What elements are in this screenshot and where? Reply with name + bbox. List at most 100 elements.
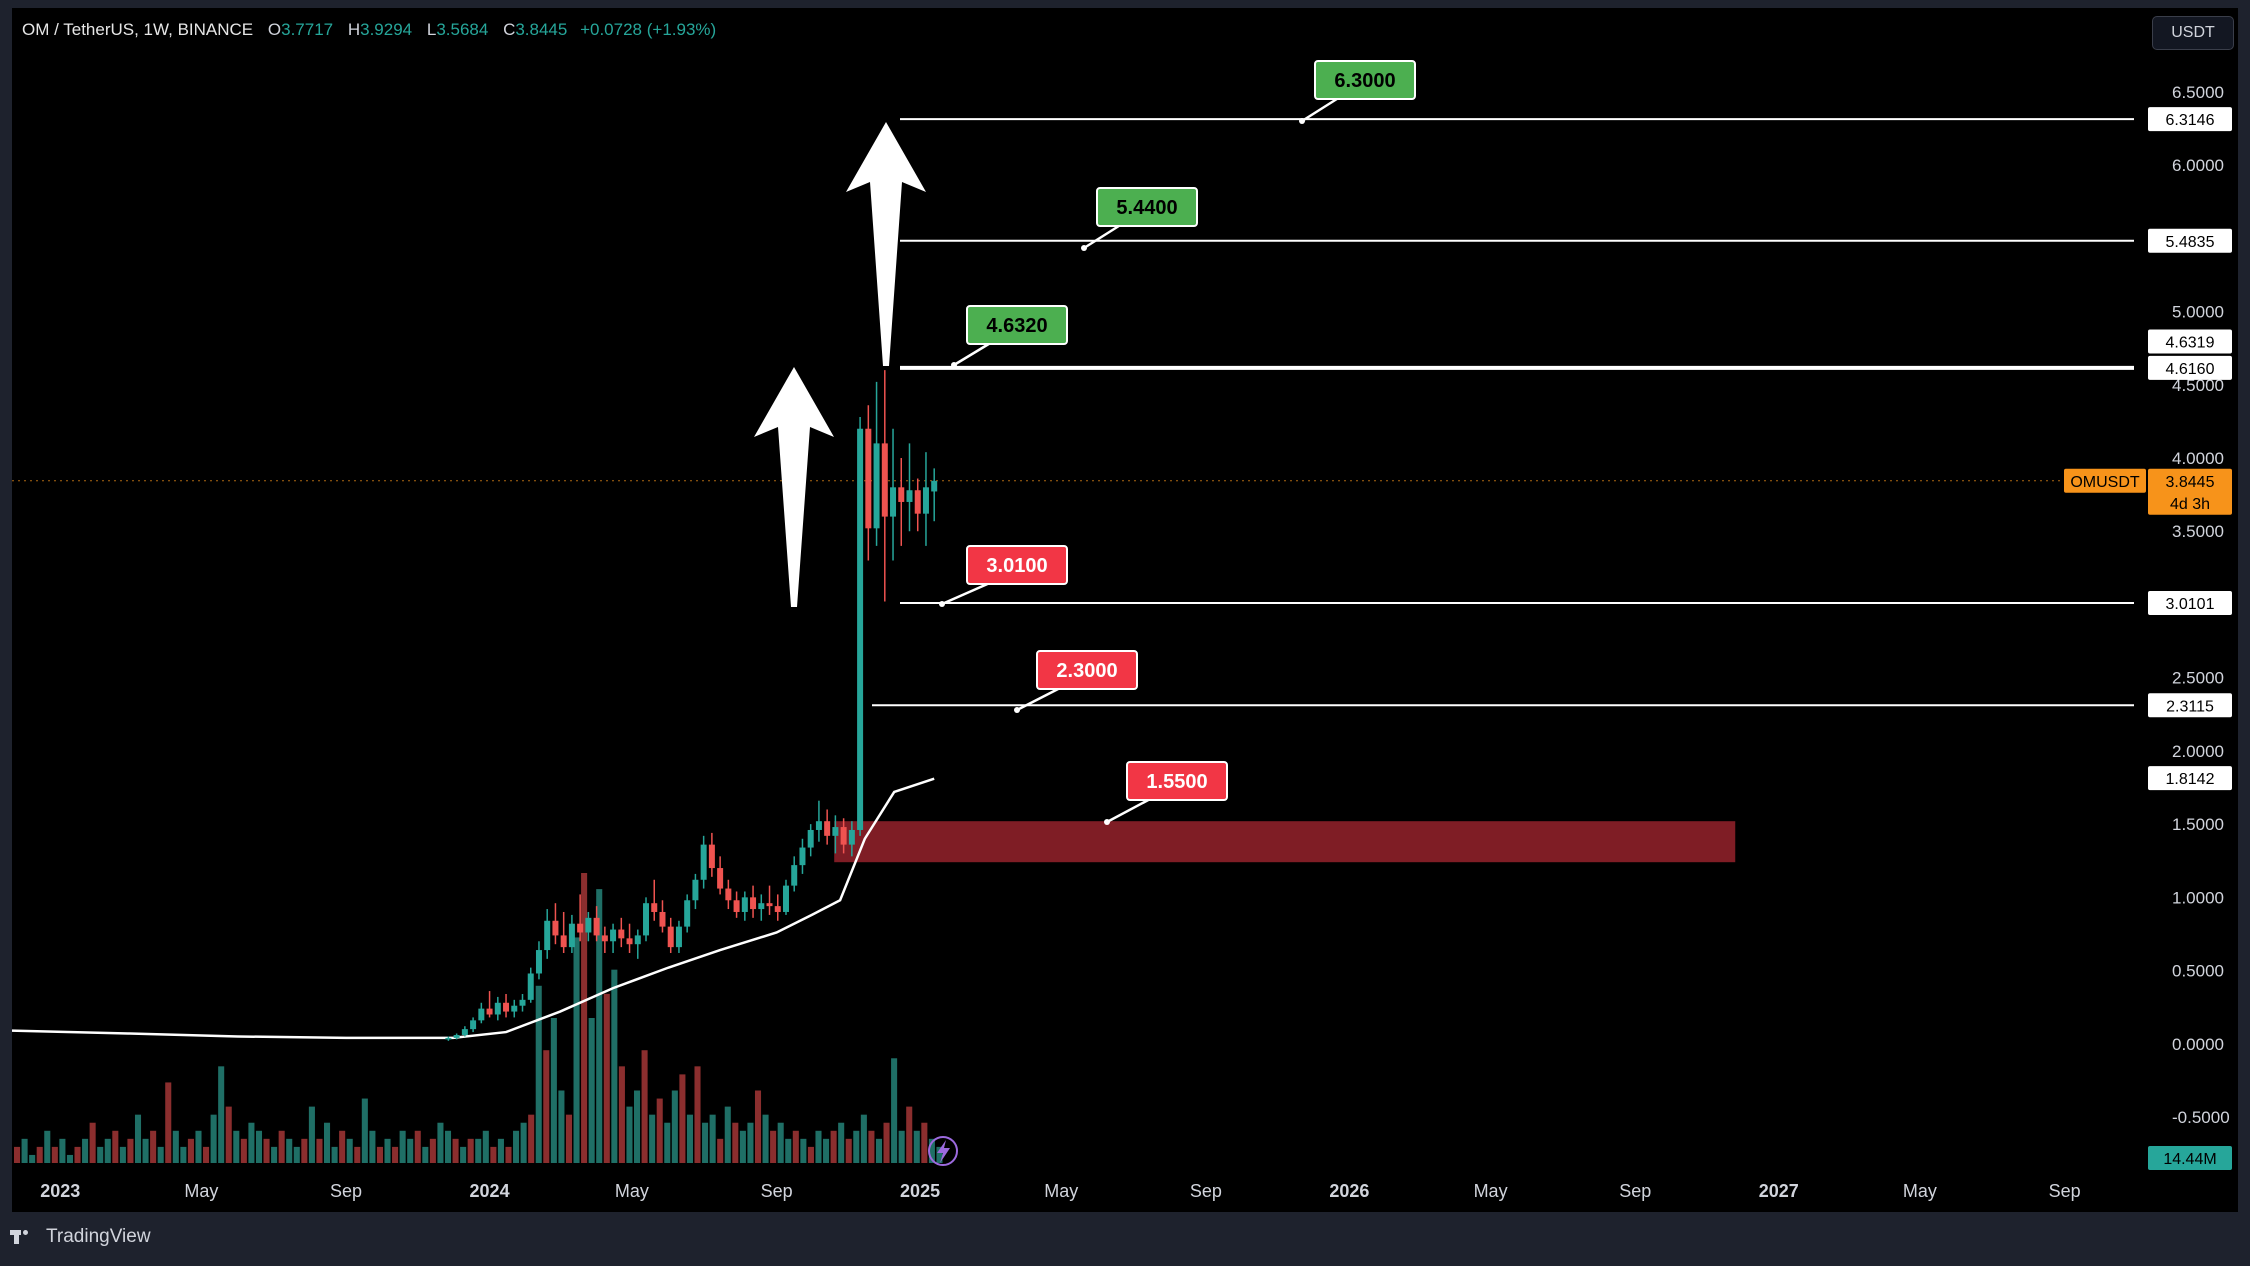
volume-bar	[543, 1050, 550, 1163]
candle-body	[470, 1020, 477, 1030]
symbol-tag-label: OMUSDT	[2070, 474, 2140, 491]
candle	[791, 856, 798, 892]
volume-bar	[195, 1130, 202, 1163]
candle-body	[700, 844, 707, 880]
candle	[634, 929, 641, 959]
volume-bar	[187, 1138, 194, 1163]
volume-bar	[172, 1130, 179, 1163]
volume-bar	[339, 1130, 346, 1163]
time-tick-label: Sep	[2049, 1181, 2081, 1201]
volume-bar	[165, 1082, 172, 1163]
candle-body	[782, 885, 789, 912]
callout-box	[966, 305, 1068, 345]
callout-tag-6.3000: 6.3000	[1299, 60, 1416, 124]
price-box	[2148, 590, 2232, 615]
candle	[692, 873, 699, 910]
candle	[453, 1033, 460, 1040]
volume-bar	[293, 1146, 300, 1163]
candle	[700, 835, 707, 889]
volume-bar	[724, 1106, 731, 1163]
volume-bar	[883, 1122, 890, 1163]
arrows-group	[754, 122, 926, 607]
candle-body	[445, 1037, 452, 1040]
volume-bar	[82, 1138, 89, 1163]
volume-bar	[301, 1138, 308, 1163]
volume-bar	[369, 1130, 376, 1163]
volume-bar	[626, 1106, 633, 1163]
volume-bar	[392, 1146, 399, 1163]
candle-body	[684, 900, 691, 927]
callout-leader	[1106, 796, 1153, 824]
volume-bars	[14, 873, 943, 1163]
volume-bar	[407, 1138, 414, 1163]
symbol-name[interactable]: OM / TetherUS, 1W, BINANCE	[22, 20, 254, 39]
volume-bar	[331, 1146, 338, 1163]
candle-body	[725, 888, 732, 901]
volume-bar	[255, 1130, 263, 1163]
price-tick-label: 6.0000	[2172, 156, 2224, 175]
chart-area[interactable]: 6.3000 5.4400 4.6320 3.0100 2.3000 1.5500 6.5…	[12, 8, 2238, 1212]
volume-bar	[618, 1066, 625, 1163]
volume-bar	[853, 1130, 860, 1163]
open-value: 3.7717	[281, 20, 334, 39]
price-box-label: 4.6160	[2166, 361, 2215, 378]
volume-bar	[550, 1018, 557, 1163]
volume-bar	[906, 1106, 913, 1163]
candle	[848, 821, 855, 857]
price-box-2.3115: 2.3115	[2148, 693, 2232, 718]
high-label: H	[347, 20, 361, 39]
candle-body	[626, 938, 633, 945]
volume-bar	[59, 1138, 66, 1163]
tradingview-brand[interactable]: TradingView	[10, 1222, 151, 1252]
volume-bar	[513, 1130, 520, 1163]
candle-body	[758, 903, 765, 910]
currency-button[interactable]: USDT	[2152, 16, 2234, 50]
time-tick-label: Sep	[330, 1181, 362, 1201]
time-tick-label: May	[1044, 1181, 1078, 1201]
candle-body	[708, 844, 715, 869]
volume-bar	[656, 1098, 663, 1163]
volume-bar	[528, 1114, 535, 1163]
misc-overlays	[928, 1136, 958, 1166]
price-box-3.0101: 3.0101	[2148, 590, 2232, 615]
volume-bar	[603, 993, 610, 1163]
candle	[593, 906, 600, 942]
price-axis[interactable]: 6.5000 6.0000 5.0000 4.5000 4.0000 3.5000 2.50…	[2064, 83, 2232, 1170]
price-box-4.6160: 4.6160	[2148, 355, 2232, 380]
volume-bar	[271, 1146, 278, 1163]
candle	[643, 897, 650, 942]
volume-bar	[702, 1122, 709, 1163]
volume-bar	[634, 1090, 641, 1163]
candle	[931, 468, 938, 522]
price-tick-label: 4.0000	[2172, 449, 2224, 468]
volume-bar	[361, 1098, 368, 1163]
price-chart[interactable]: 6.3000 5.4400 4.6320 3.0100 2.3000 1.5500 6.5…	[12, 8, 2238, 1212]
candle	[494, 996, 501, 1021]
candle	[881, 370, 888, 602]
candle	[618, 917, 625, 948]
volume-bar	[921, 1122, 928, 1163]
volume-bar	[97, 1146, 104, 1163]
volume-bar	[845, 1138, 852, 1163]
tradingview-logo-icon	[10, 1228, 40, 1246]
candle	[486, 991, 493, 1018]
candle	[865, 405, 872, 561]
time-tick-label: 2027	[1759, 1181, 1799, 1201]
price-box-label: 4.6319	[2166, 334, 2215, 351]
candle-body	[552, 920, 559, 936]
time-tick-label: 2024	[470, 1181, 510, 1201]
close-value: 3.8445	[515, 20, 568, 39]
candle	[741, 891, 748, 921]
price-box-label: 3.0101	[2166, 596, 2215, 613]
candle-body	[881, 443, 888, 517]
callout-label: 3.0100	[986, 555, 1047, 577]
candle-body	[824, 821, 831, 836]
candle-body	[890, 487, 897, 517]
candle	[832, 815, 839, 854]
volume-bar	[875, 1138, 883, 1163]
candle-body	[774, 906, 781, 912]
volume-tag: 14.44M	[2148, 1146, 2232, 1170]
time-tick-label: Sep	[1619, 1181, 1651, 1201]
time-axis[interactable]: 2023 May Sep 2024 May Sep 2025 May Sep 2026 May Sep…	[40, 1181, 2080, 1201]
callout-anchor	[1299, 118, 1305, 124]
